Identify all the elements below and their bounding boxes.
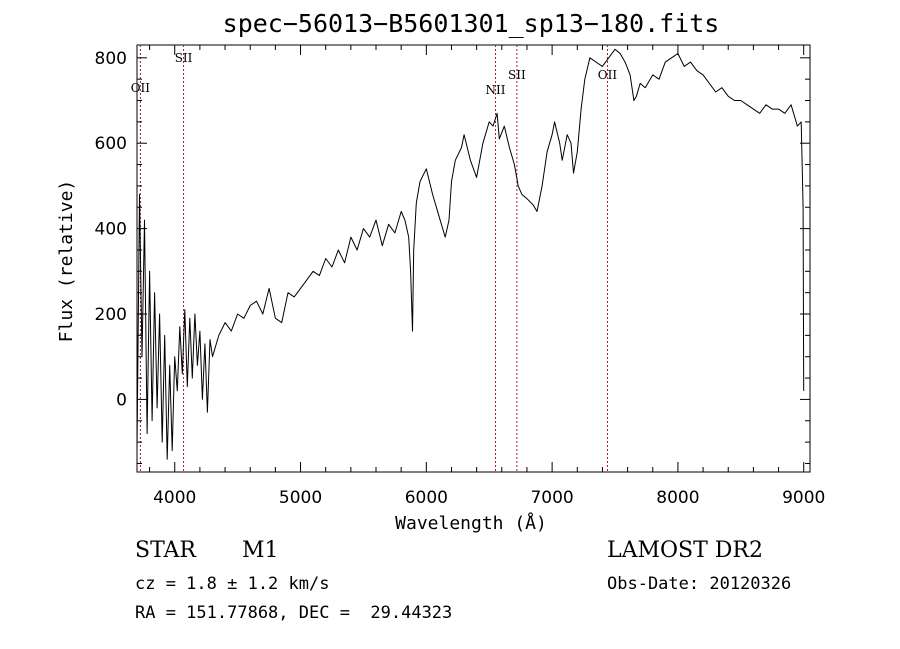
x-tick-label: 5000 (279, 488, 322, 508)
observation-date: Obs-Date: 20120326 (607, 574, 792, 594)
y-axis: 0 200 400 600 800 (95, 49, 810, 464)
x-axis-label: Wavelength (Å) (395, 512, 547, 534)
line-marker-label: OII (598, 68, 618, 82)
redshift-readout: cz = 1.8 ± 1.2 km/s (135, 574, 330, 594)
x-axis: 4000 5000 6000 7000 8000 9000 (149, 45, 825, 508)
y-axis-label: Flux (relative) (56, 180, 77, 343)
object-class: STAR (135, 538, 196, 563)
x-tick-label: 7000 (530, 488, 573, 508)
x-tick-label: 4000 (153, 488, 196, 508)
coordinates-readout: RA = 151.77868, DEC = 29.44323 (135, 603, 453, 623)
x-tick-label: 9000 (782, 488, 825, 508)
y-tick-label: 200 (95, 305, 127, 325)
y-tick-label: 600 (95, 134, 127, 154)
x-tick-label: 8000 (656, 488, 699, 508)
object-subclass: M1 (242, 538, 279, 563)
line-marker-label: OII (131, 81, 151, 95)
y-tick-label: 800 (95, 49, 127, 69)
line-marker-label: NII (486, 83, 506, 97)
x-tick-label: 6000 (405, 488, 448, 508)
y-tick-label: 400 (95, 220, 127, 240)
plot-frame (136, 44, 811, 473)
survey-name: LAMOST DR2 (607, 538, 763, 563)
series-group (136, 48, 805, 460)
y-tick-label: 0 (116, 390, 127, 410)
line-marker-label: SII (508, 68, 526, 82)
spectrum-series-line (136, 48, 805, 460)
line-marker-label: SII (175, 51, 193, 65)
chart-title: spec−56013−B5601301_sp13−180.fits (223, 9, 720, 38)
